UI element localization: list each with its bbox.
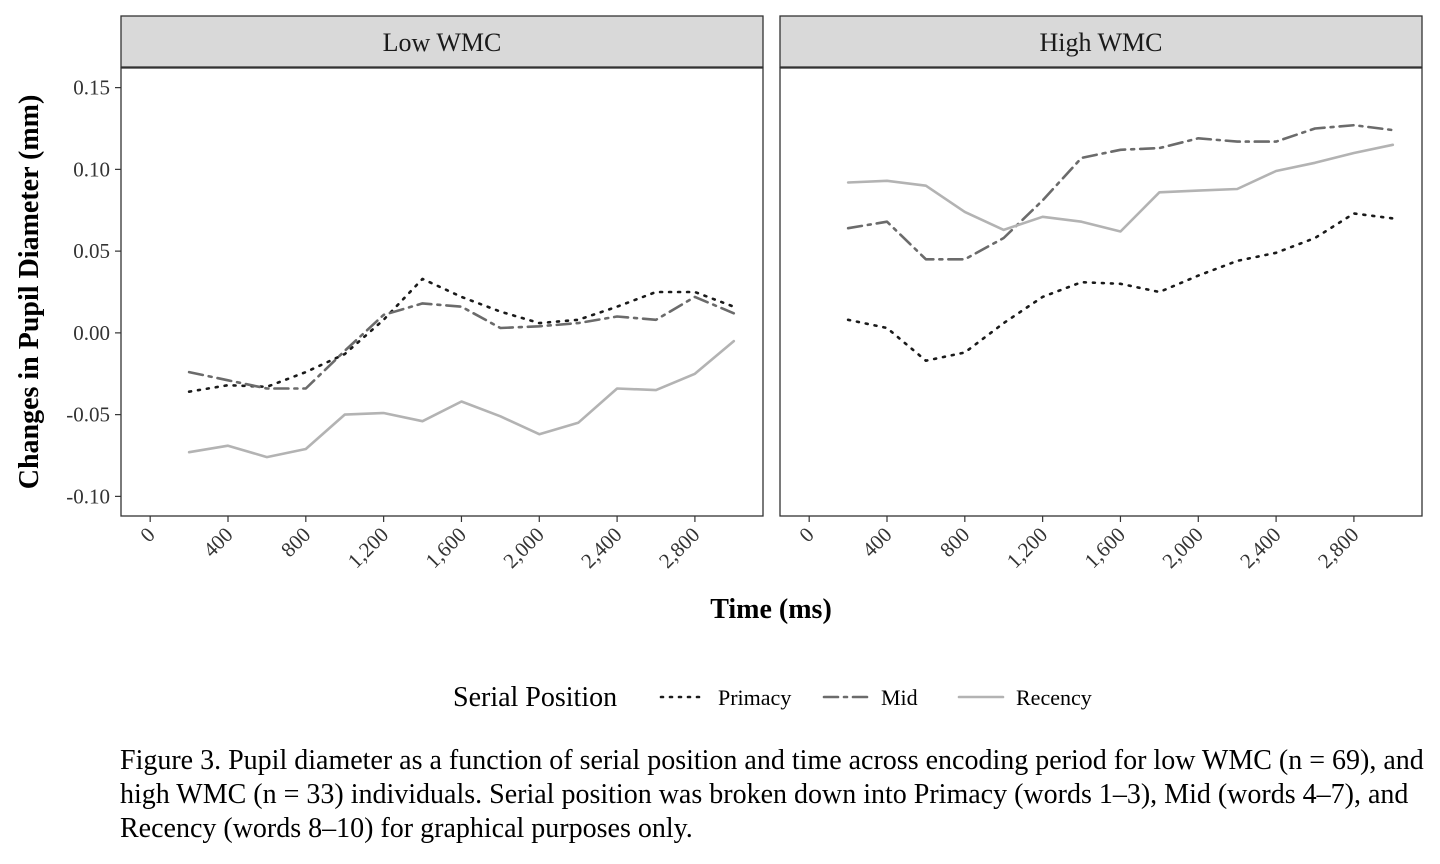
x-tick-label-2400-low-wmc: 2,400: [576, 523, 626, 573]
y-tick-label-0-10: 0.10: [73, 157, 110, 181]
strip-high-wmc: [779, 15, 1423, 68]
series-line-mid-low-wmc: [187, 295, 736, 390]
legend-label-recency: Recency: [1016, 685, 1092, 710]
strip-low-wmc: [120, 15, 764, 68]
x-tick-label-2800-high-wmc: 2,800: [1313, 523, 1363, 573]
legend-title: Serial Position: [453, 682, 617, 713]
series-line-recency-low-wmc: [187, 339, 736, 459]
x-tick-label-800-high-wmc: 800: [935, 523, 974, 562]
y-axis: -0.10 -0.05 0.00 0.05 0.10 0.15: [66, 76, 121, 508]
x-tick-label-1200-low-wmc: 1,200: [343, 523, 393, 573]
figure-caption: Figure 3. Pupil diameter as a function o…: [120, 745, 1424, 844]
panel-low-wmc: Low WMC 0 400 800 1,200 1,600 2,000 2,400 2,800: [120, 15, 764, 573]
legend-label-mid: Mid: [881, 685, 918, 710]
plot-frame-high-wmc: [779, 67, 1423, 517]
x-tick-label-1600-low-wmc: 1,600: [421, 523, 471, 573]
legend-label-primacy: Primacy: [718, 685, 791, 710]
panel-high-wmc: High WMC 0 400 800 1,200 1,600 2,000 2,400 2,800: [779, 15, 1423, 573]
x-tick-label-1200-high-wmc: 1,200: [1002, 523, 1052, 573]
x-tick-label-0-high-wmc: 0: [794, 523, 818, 547]
x-axis-title: Time (ms): [710, 594, 832, 625]
y-axis-title: Changes in Pupil Diameter (mm): [14, 95, 45, 490]
x-tick-label-0-low-wmc: 0: [135, 523, 159, 547]
plot-frame-low-wmc: [120, 67, 764, 517]
x-tick-label-2000-high-wmc: 2,000: [1157, 523, 1207, 573]
y-tick-label-0-05: 0.05: [73, 239, 110, 263]
x-tick-label-400-high-wmc: 400: [857, 523, 896, 562]
x-tick-label-800-low-wmc: 800: [276, 523, 315, 562]
series-line-mid-high-wmc: [846, 123, 1395, 261]
x-tick-label-2400-high-wmc: 2,400: [1235, 523, 1285, 573]
y-tick-label-0-00: 0.00: [73, 321, 110, 345]
y-tick-label-0-10: -0.10: [66, 484, 110, 508]
y-tick-label-0-05: -0.05: [66, 403, 110, 427]
series-line-recency-high-wmc: [846, 143, 1395, 233]
y-tick-label-0-15: 0.15: [73, 76, 110, 100]
x-tick-label-400-low-wmc: 400: [198, 523, 237, 562]
x-tick-label-2000-low-wmc: 2,000: [498, 523, 548, 573]
x-tick-label-1600-high-wmc: 1,600: [1080, 523, 1130, 573]
chart: Changes in Pupil Diameter (mm) Time (ms)…: [14, 15, 1423, 713]
legend: Serial Position Primacy Mid Recency: [453, 682, 1092, 713]
strip-label-high-wmc: High WMC: [1039, 28, 1162, 57]
x-tick-label-2800-low-wmc: 2,800: [654, 523, 704, 573]
series-line-primacy-high-wmc: [846, 212, 1395, 363]
strip-label-low-wmc: Low WMC: [383, 28, 502, 57]
series-line-primacy-low-wmc: [187, 277, 736, 394]
